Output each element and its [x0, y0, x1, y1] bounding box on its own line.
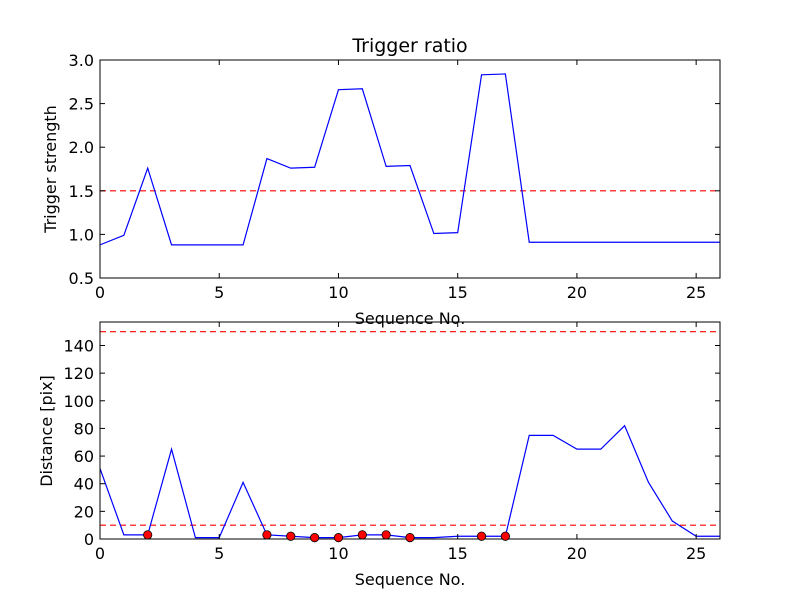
data-point-marker: [333, 533, 344, 543]
plot-area: [100, 331, 720, 539]
y-tick-label: 0.5: [69, 269, 94, 288]
y-tick-label: 2.0: [69, 138, 94, 157]
y-tick-label: 140: [63, 336, 94, 355]
axis-ticks: 0 5 10 15 20 25 0 20 40 60 80 100 120 140: [63, 322, 720, 563]
x-tick-label: 15: [448, 283, 468, 302]
y-tick-label: 3.0: [69, 51, 94, 70]
y-tick-label: 40: [74, 475, 94, 494]
y-axis-label: Distance [pix]: [37, 375, 56, 487]
x-tick-label: 5: [214, 544, 224, 563]
x-tick-label: 20: [567, 544, 587, 563]
x-tick-label: 0: [95, 544, 105, 563]
x-tick-label: 25: [686, 544, 706, 563]
data-point-marker: [476, 531, 487, 541]
data-point-marker: [500, 531, 510, 541]
y-axis-label: Trigger strength: [41, 105, 60, 234]
y-tick-label: 20: [74, 502, 94, 521]
x-tick-label: 15: [448, 544, 468, 563]
axis-ticks: 0 5 10 15 20 25 0.5 1.0 1.5 2.0 2.5 3.0: [69, 51, 720, 302]
axes-frame: [99, 59, 721, 279]
x-tick-label: 10: [328, 283, 348, 302]
data-point-marker: [262, 530, 272, 540]
x-tick-label: 20: [567, 283, 587, 302]
y-tick-label: 1.0: [69, 225, 94, 244]
y-tick-label: 0: [84, 530, 94, 549]
data-point-marker: [143, 530, 153, 540]
x-axis-label: Sequence No.: [355, 570, 466, 589]
x-tick-label: 5: [214, 283, 224, 302]
plot-area: [100, 73, 720, 246]
x-axis-label: Sequence No.: [355, 309, 466, 328]
y-tick-label: 80: [74, 419, 94, 438]
y-tick-label: 120: [63, 364, 94, 383]
y-tick-label: 60: [74, 447, 94, 466]
y-tick-label: 2.5: [69, 95, 94, 114]
data-point-marker: [381, 530, 391, 540]
data-point-marker: [310, 533, 320, 543]
chart-title: Trigger ratio: [351, 35, 467, 57]
data-point-marker: [405, 533, 415, 543]
series-line: [100, 73, 720, 246]
trigger-ratio-chart: 0 5 10 15 20 25 0.5 1.0 1.5 2.0 2.5 3.0 Trigger rat…: [41, 35, 721, 328]
x-tick-label: 0: [95, 283, 105, 302]
y-tick-label: 1.5: [69, 182, 94, 201]
y-tick-label: 100: [63, 392, 94, 411]
data-point-marker: [357, 530, 367, 540]
data-point-marker: [286, 531, 296, 541]
series-line: [100, 424, 720, 539]
x-tick-label: 10: [328, 544, 348, 563]
distance-chart: 0 5 10 15 20 25 0 20 40 60 80 100 120 140 Sequence No…: [37, 321, 721, 589]
x-tick-label: 25: [686, 283, 706, 302]
